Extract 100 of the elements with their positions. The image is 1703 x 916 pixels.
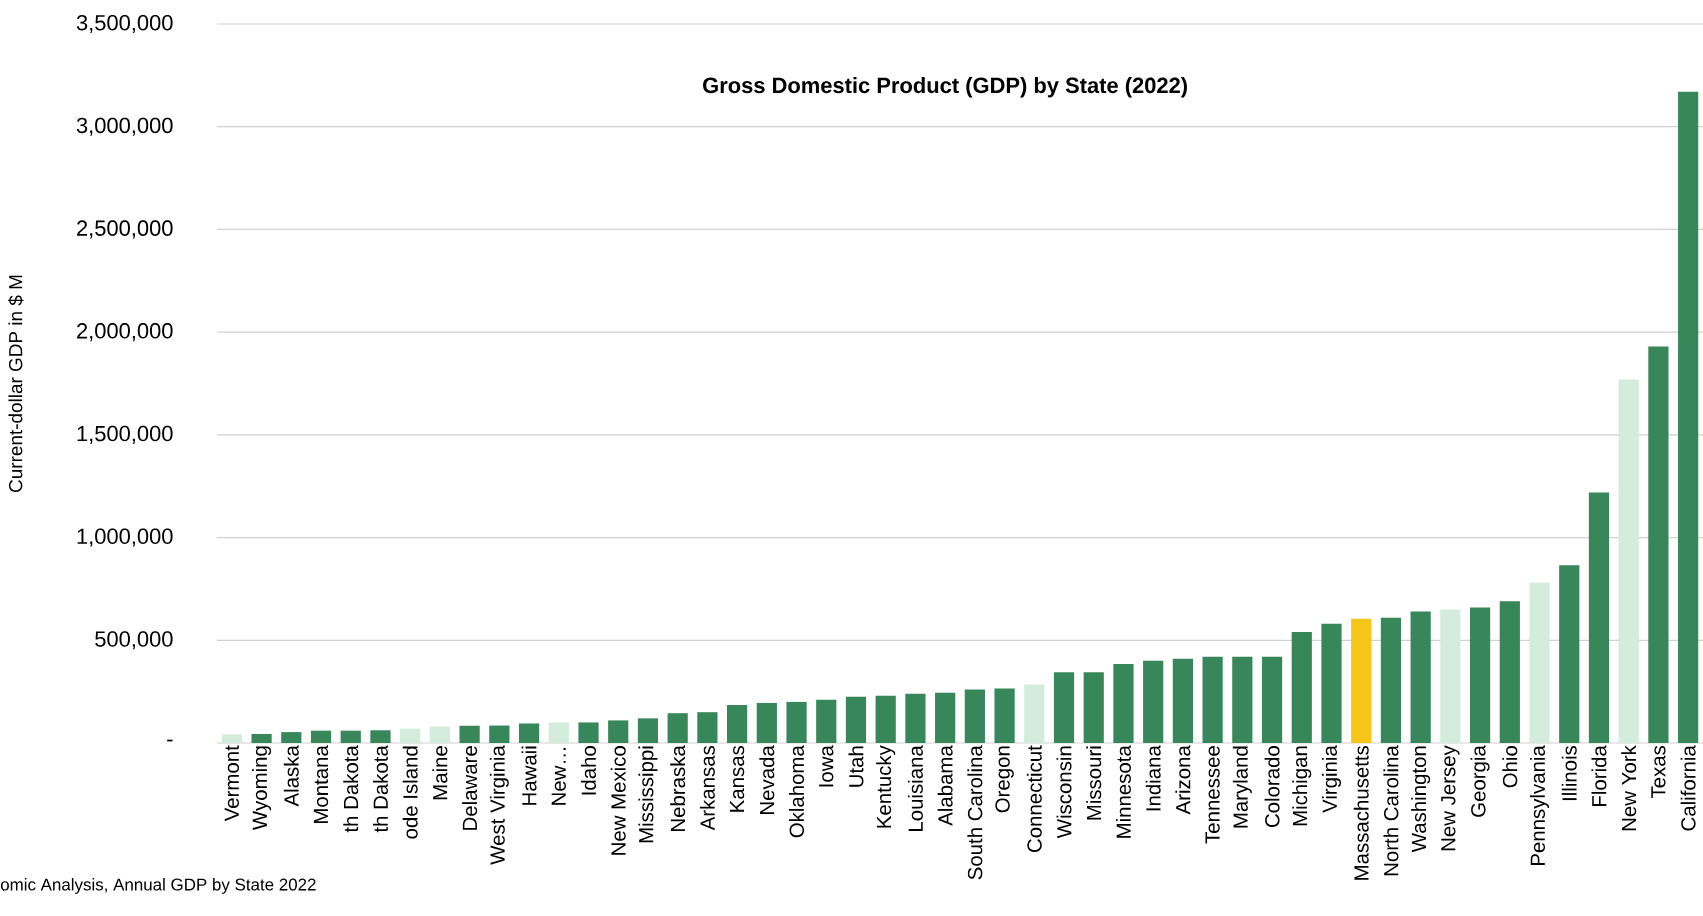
bar xyxy=(518,723,540,743)
x-tick-label: Alabama xyxy=(937,745,953,826)
x-tick-label: Nebraska xyxy=(670,745,686,831)
bar xyxy=(1053,672,1075,743)
bar xyxy=(1083,672,1104,743)
bar xyxy=(994,688,1015,743)
x-tick-label: Hawaii xyxy=(521,746,537,805)
bar xyxy=(1618,379,1639,743)
x-tick-label: Maryland xyxy=(1232,746,1252,828)
y-tick-label: 3,500,000 xyxy=(76,14,173,34)
bar xyxy=(816,699,837,743)
x-tick-label: Utah xyxy=(848,746,864,787)
x-tick-label: New Jersey xyxy=(1441,745,1460,851)
bar xyxy=(1588,492,1610,743)
bar xyxy=(400,728,421,743)
bar xyxy=(1380,617,1402,743)
x-tick-label: Florida xyxy=(1591,745,1607,806)
bar xyxy=(1143,660,1164,743)
y-tick-label: 1,000,000 xyxy=(77,528,173,547)
bar xyxy=(1648,346,1669,743)
bar xyxy=(1113,663,1134,743)
x-tick-label: Washington xyxy=(1411,746,1431,853)
x-tick-label: ode Island xyxy=(402,746,418,839)
bar xyxy=(1410,611,1431,743)
text: Gross Domestic Product (GDP) by State (2022) xyxy=(703,77,1187,98)
x-tick-label: Ohio xyxy=(1502,746,1518,788)
bar xyxy=(1469,607,1491,743)
y-tick-label: 1,500,000 xyxy=(77,425,173,444)
x-tick-label: Tennessee xyxy=(1205,746,1220,844)
y-tick-label: - xyxy=(167,739,173,742)
y-tick-label: 3,000,000 xyxy=(76,117,173,136)
bar xyxy=(845,696,867,743)
bar xyxy=(370,730,391,743)
x-tick-label: South Carolina xyxy=(967,745,983,880)
x-tick-label: Louisiana xyxy=(907,745,923,831)
bar xyxy=(489,725,510,743)
x-tick-label: Colorado xyxy=(1264,746,1280,828)
bar xyxy=(310,730,332,743)
x-tick-label: New York xyxy=(1621,745,1637,831)
x-tick-label: Arizona xyxy=(1175,745,1191,815)
bar xyxy=(221,734,242,743)
bar xyxy=(1351,618,1372,743)
x-tick-label: Missouri xyxy=(1086,746,1102,820)
bar xyxy=(608,720,629,743)
x-tick-label: Wisconsin xyxy=(1056,746,1072,839)
x-tick-label: Idaho xyxy=(581,746,596,795)
x-tick-label: Texas xyxy=(1651,745,1666,799)
x-tick-label: Kentucky xyxy=(876,745,896,828)
x-tick-label: Michigan xyxy=(1292,746,1312,826)
bar xyxy=(726,705,748,743)
bar xyxy=(964,689,985,743)
x-tick-label: Pennsylvania xyxy=(1530,745,1550,866)
bar xyxy=(1024,684,1045,743)
bar xyxy=(1202,656,1223,743)
bar xyxy=(1559,565,1580,743)
x-tick-label: Wyoming xyxy=(252,746,272,831)
y-tick-label: 2,500,000 xyxy=(77,220,173,239)
bar xyxy=(905,693,926,743)
x-tick-label: Oklahoma xyxy=(789,745,805,838)
x-tick-label: North Carolina xyxy=(1383,745,1399,876)
x-tick-label: th Dakota xyxy=(343,745,359,833)
bar xyxy=(281,732,302,743)
y-axis-title: Current-dollar GDP in $ M xyxy=(8,275,24,492)
bar xyxy=(429,726,450,743)
x-tick-label: New… xyxy=(551,747,566,805)
x-tick-label: Oregon xyxy=(995,746,1014,813)
x-tick-label: Illinois xyxy=(1561,745,1577,801)
x-tick-label: Kansas xyxy=(729,745,745,812)
bar xyxy=(459,725,480,743)
bar xyxy=(697,712,718,743)
x-tick-label: Connecticut xyxy=(1026,745,1042,853)
bar xyxy=(1499,601,1520,743)
y-tick-label: 500,000 xyxy=(95,631,173,650)
bar xyxy=(756,702,777,743)
x-tick-label: West Virginia xyxy=(489,745,509,865)
x-tick-label: New Mexico xyxy=(610,746,626,855)
bar xyxy=(251,733,272,743)
bar xyxy=(637,718,659,743)
x-tick-label: Delaware xyxy=(462,746,478,830)
bar xyxy=(1529,582,1550,743)
bar xyxy=(1232,656,1253,743)
x-tick-label: th Dakota xyxy=(372,745,388,833)
bar xyxy=(667,713,688,743)
x-tick-label: California xyxy=(1680,745,1696,831)
x-tick-label: Indiana xyxy=(1145,745,1161,811)
bar xyxy=(786,701,807,743)
x-tick-label: Massachusetts xyxy=(1353,745,1369,880)
bar xyxy=(340,730,361,743)
x-tick-label: Nevada xyxy=(759,745,775,814)
text: omic Analysis, Annual GDP by State 2022 xyxy=(0,878,316,894)
bar xyxy=(578,722,599,743)
x-tick-label: Georgia xyxy=(1470,745,1490,817)
bar xyxy=(548,722,569,743)
bar xyxy=(1440,609,1461,743)
x-tick-label: Iowa xyxy=(819,745,834,787)
x-tick-label: Mississippi xyxy=(638,746,658,843)
bar xyxy=(1678,91,1699,743)
bar xyxy=(1291,632,1312,743)
bar xyxy=(875,695,896,743)
bar xyxy=(1172,658,1193,743)
